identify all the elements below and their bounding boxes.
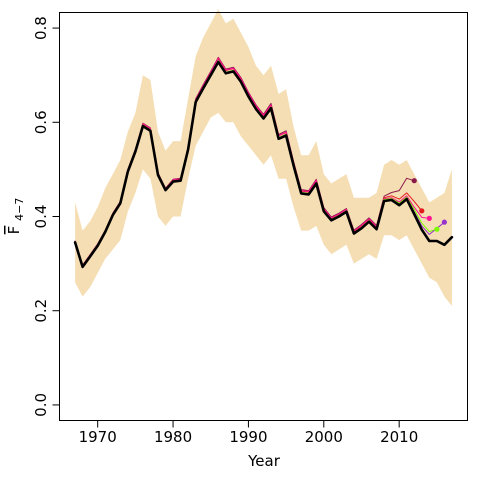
end-point-2012	[411, 178, 417, 184]
y-tick-label-0.4: 0.4	[32, 205, 50, 229]
confidence-band-layer	[75, 9, 452, 306]
x-tick-label-1980: 1980	[154, 428, 192, 446]
x-tick-label-1990: 1990	[229, 428, 267, 446]
series-line-final	[73, 60, 454, 269]
end-point-2015	[434, 226, 440, 232]
y-axis-title-main: F	[5, 226, 23, 235]
y-axis-title-sub: 4−7	[13, 198, 26, 221]
svg-text:F 4−7: F 4−7	[5, 198, 26, 235]
end-point-2014	[426, 215, 432, 221]
y-tick-label-0.2: 0.2	[32, 299, 50, 323]
end-point-2013	[419, 208, 425, 214]
y-tick-label-0.8: 0.8	[32, 16, 50, 40]
x-tick-label-1970: 1970	[79, 428, 117, 446]
series-lines-layer	[73, 56, 454, 269]
y-axis-title: F 4−7	[5, 198, 26, 235]
y-axis: 0.0 0.2 0.4 0.6 0.8	[32, 16, 60, 417]
x-tick-label-2010: 2010	[380, 428, 418, 446]
x-axis-title: Year	[247, 452, 281, 470]
y-tick-label-0.0: 0.0	[32, 393, 50, 417]
confidence-band	[75, 9, 452, 306]
end-point-2016	[441, 219, 447, 225]
end-points-layer	[411, 178, 447, 232]
y-tick-label-0.6: 0.6	[32, 110, 50, 134]
x-axis: 1970 1980 1990 2000 2010	[79, 420, 418, 446]
x-tick-label-2000: 2000	[305, 428, 343, 446]
